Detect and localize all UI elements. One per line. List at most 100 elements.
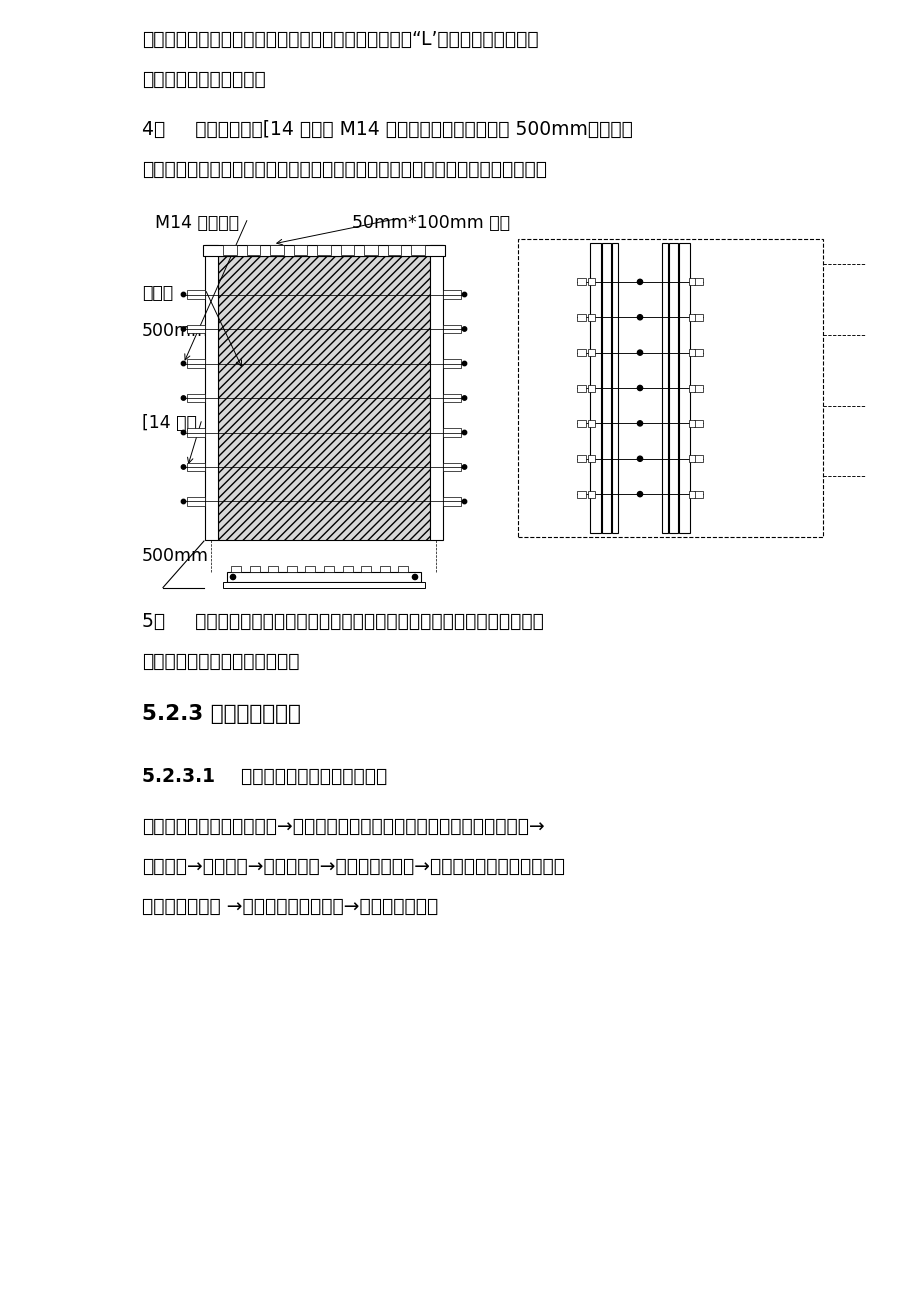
Bar — [688, 384, 695, 392]
Bar — [587, 456, 594, 462]
Bar — [688, 314, 695, 320]
Text: 弹出梁轴线与水平线并复核→搞设梁模支架安装梁底榞或梁卡具安装梁底模板→: 弹出梁轴线与水平线并复核→搞设梁模支架安装梁底榞或梁卡具安装梁底模板→ — [142, 816, 544, 836]
Bar — [270, 245, 283, 254]
Bar — [268, 565, 278, 572]
Text: 4）     柱模板加固用[14 槽钔和 M14 联杆对拉加固，策向间距 500mm。自下而: 4） 柱模板加固用[14 槽钔和 M14 联杆对拉加固，策向间距 500mm。自… — [142, 120, 632, 139]
Bar — [287, 565, 297, 572]
Text: 腿榞和对拉螺栓 →复核梁模尺寸、位置→与相邻模板连固: 腿榞和对拉螺栓 →复核梁模尺寸、位置→与相邻模板连固 — [142, 897, 437, 917]
Bar — [380, 565, 390, 572]
Bar — [227, 572, 421, 582]
Bar — [187, 359, 205, 367]
Circle shape — [181, 430, 186, 435]
Bar — [694, 279, 703, 285]
Circle shape — [462, 499, 466, 504]
Circle shape — [181, 396, 186, 400]
Bar — [694, 456, 703, 462]
Circle shape — [637, 385, 641, 391]
Bar — [611, 243, 618, 533]
Text: 第三、四片柱模的吊装。: 第三、四片柱模的吊装。 — [142, 70, 266, 89]
Bar — [411, 245, 425, 254]
Bar — [187, 497, 205, 505]
Bar — [323, 565, 334, 572]
Bar — [203, 245, 445, 256]
Bar — [443, 290, 460, 298]
Circle shape — [230, 574, 235, 579]
Text: 定。随即吊装第二片柱模，用木方与第一片柱模连接呈“L’型。按上述方法完成: 定。随即吊装第二片柱模，用木方与第一片柱模连接呈“L’型。按上述方法完成 — [142, 30, 538, 49]
Bar — [587, 491, 594, 497]
Bar — [576, 456, 584, 462]
Text: [14 槽钔: [14 槽钔 — [142, 414, 197, 432]
Bar — [679, 243, 690, 533]
Circle shape — [462, 465, 466, 469]
Bar — [694, 349, 703, 357]
Bar — [662, 243, 667, 533]
Text: 5.2.3 梁模板安装工艺: 5.2.3 梁模板安装工艺 — [142, 704, 301, 724]
Circle shape — [637, 456, 641, 461]
Bar — [305, 565, 315, 572]
Bar — [576, 349, 584, 357]
Bar — [576, 314, 584, 320]
Text: 梁底起拱→绑扎锂筋→安装侧梁模→安装另一侧梁模→安装上下锁口榞、斜撑榞与: 梁底起拱→绑扎锂筋→安装侧梁模→安装另一侧梁模→安装上下锁口榞、斜撑榞与 — [142, 857, 564, 876]
Bar — [587, 349, 594, 357]
Circle shape — [637, 315, 641, 320]
Circle shape — [637, 350, 641, 355]
Bar — [222, 582, 425, 587]
Bar — [317, 245, 331, 254]
Bar — [576, 491, 584, 497]
Bar — [342, 565, 352, 572]
Bar — [388, 245, 401, 254]
Bar — [576, 384, 584, 392]
Bar — [187, 290, 205, 298]
Bar — [443, 497, 460, 505]
Bar — [364, 245, 378, 254]
Bar — [688, 491, 695, 497]
Circle shape — [181, 327, 186, 331]
Bar — [187, 393, 205, 402]
Bar — [688, 349, 695, 357]
Bar — [576, 419, 584, 427]
Bar — [587, 314, 594, 320]
Bar — [398, 565, 408, 572]
Text: 上安装，校正柱模轴线、垂直度、截面尺寸、对角线，并作支撑。做法见示意图。: 上安装，校正柱模轴线、垂直度、截面尺寸、对角线，并作支撑。做法见示意图。 — [142, 160, 547, 178]
Bar — [361, 565, 370, 572]
Bar — [688, 419, 695, 427]
Bar — [187, 324, 205, 333]
Bar — [443, 462, 460, 471]
Circle shape — [462, 293, 466, 297]
Bar — [246, 245, 260, 254]
Bar — [688, 279, 695, 285]
Text: 平拉（支）束与剪刀撑的加固。: 平拉（支）束与剪刀撑的加固。 — [142, 652, 300, 671]
Circle shape — [181, 465, 186, 469]
Text: M14 对拉螺杆: M14 对拉螺杆 — [154, 214, 239, 232]
Circle shape — [462, 396, 466, 400]
Bar — [187, 462, 205, 471]
Circle shape — [181, 361, 186, 366]
Bar — [694, 491, 703, 497]
Bar — [218, 256, 429, 540]
Bar — [340, 245, 354, 254]
Bar — [187, 428, 205, 436]
Text: 50mm*100mm 方木: 50mm*100mm 方木 — [352, 214, 509, 232]
Bar — [222, 245, 236, 254]
Bar — [443, 393, 460, 402]
Text: 500mm: 500mm — [142, 322, 209, 340]
Text: 5）     按上述方法安装一定流水段柱模后，全面检查安装质量，并作群体的水: 5） 按上述方法安装一定流水段柱模后，全面检查安装质量，并作群体的水 — [142, 612, 543, 631]
Bar — [694, 314, 703, 320]
Text: 胶合板: 胶合板 — [142, 284, 173, 302]
Circle shape — [181, 499, 186, 504]
Bar — [443, 428, 460, 436]
Circle shape — [412, 574, 417, 579]
Bar — [694, 384, 703, 392]
Circle shape — [462, 327, 466, 331]
Bar — [429, 245, 443, 540]
Circle shape — [637, 421, 641, 426]
Bar — [517, 240, 823, 536]
Bar — [576, 279, 584, 285]
Bar — [587, 279, 594, 285]
Bar — [669, 243, 677, 533]
Bar — [249, 565, 259, 572]
Circle shape — [637, 279, 641, 284]
Bar — [601, 243, 610, 533]
Bar — [587, 384, 594, 392]
Bar — [205, 245, 218, 540]
